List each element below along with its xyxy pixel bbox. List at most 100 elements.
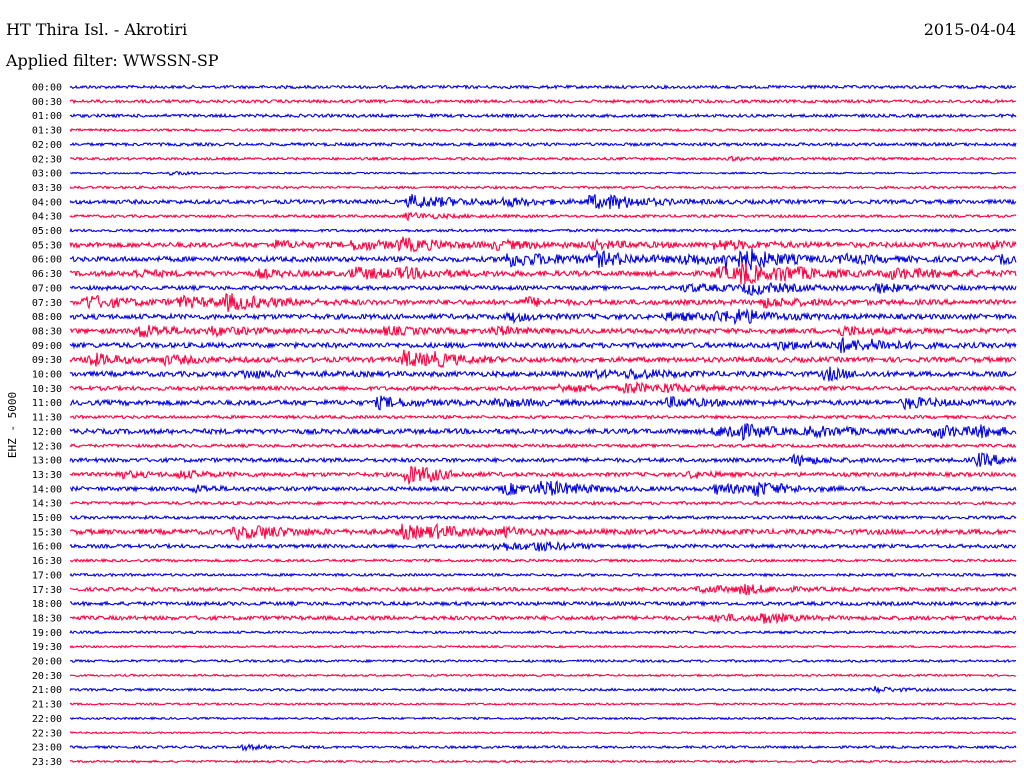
time-label: 11:30 [32,413,62,424]
channel-label: EHZ - 5000 [6,392,19,458]
time-label: 10:30 [32,384,62,395]
time-label: 12:30 [32,441,62,452]
time-label: 03:30 [32,183,62,194]
filter-label: Applied filter: WWSSN-SP [6,51,219,70]
record-date: 2015-04-04 [923,20,1016,39]
time-label: 12:00 [32,427,62,438]
trace-row [69,141,1017,148]
trace-row [69,500,1017,507]
time-label: 09:30 [32,355,62,366]
time-label: 13:30 [32,470,62,481]
trace-row [69,644,1017,649]
time-label: 18:30 [32,613,62,624]
trace-row [69,349,1017,369]
time-label: 07:00 [32,283,62,294]
time-label: 07:30 [32,298,62,309]
time-label: 04:30 [32,212,62,223]
trace-row [69,743,1017,752]
trace-row [69,366,1017,382]
trace-row [69,395,1017,411]
trace-row [69,685,1017,695]
time-label: 10:00 [32,370,62,381]
trace-row [69,170,1017,176]
time-label: 08:00 [32,312,62,323]
time-label: 00:00 [32,83,62,94]
time-label: 23:30 [32,757,62,768]
time-label: 21:30 [32,700,62,711]
trace-row [69,281,1017,296]
trace-row [69,308,1017,326]
time-tick-labels: 00:00 00:30 01:00 01:30 02:00 02:30 03:00 03:30… [32,83,62,768]
time-label: 13:00 [32,456,62,467]
trace-row [69,236,1017,253]
trace-row [69,112,1017,119]
trace-row [69,413,1017,421]
trace-row [69,465,1017,485]
time-label: 00:30 [32,97,62,108]
time-label: 14:30 [32,499,62,510]
trace-row [69,673,1017,678]
time-label: 09:00 [32,341,62,352]
trace-row [69,629,1017,635]
time-label: 01:30 [32,126,62,137]
time-label: 20:30 [32,671,62,682]
time-label: 05:00 [32,226,62,237]
trace-row [69,540,1017,552]
trace-row [69,380,1017,394]
time-label: 15:30 [32,527,62,538]
trace-row [69,422,1017,442]
trace-row [69,557,1017,564]
time-label: 04:00 [32,197,62,208]
trace-row [69,731,1017,735]
time-label: 19:30 [32,642,62,653]
time-label: 18:00 [32,599,62,610]
trace-row [69,572,1017,578]
time-label: 14:00 [32,484,62,495]
time-label: 15:00 [32,513,62,524]
time-label: 23:00 [32,743,62,754]
trace-row [69,600,1017,608]
trace-row [69,337,1017,354]
time-label: 22:00 [32,714,62,725]
trace-row [69,248,1017,271]
trace-row [69,83,1017,90]
trace-row [69,716,1017,721]
time-label: 19:00 [32,628,62,639]
time-label: 01:00 [32,111,62,122]
trace-row [69,522,1017,542]
trace-row [69,263,1017,285]
trace-row [69,193,1017,210]
trace-row [69,442,1016,449]
trace-row [69,155,1017,163]
trace-rows [69,83,1017,764]
trace-row [69,658,1017,664]
time-label: 20:00 [32,657,62,668]
trace-row [69,452,1017,468]
trace-row [69,98,1017,105]
trace-row [69,227,1017,234]
trace-row [69,184,1017,190]
time-label: 16:30 [32,556,62,567]
time-label: 02:30 [32,154,62,165]
time-label: 05:30 [32,240,62,251]
time-label: 06:00 [32,255,62,266]
trace-row [69,480,1017,497]
time-label: 02:00 [32,140,62,151]
time-label: 22:30 [32,728,62,739]
trace-row [69,583,1017,596]
trace-row [69,324,1017,338]
trace-row [69,612,1017,625]
time-label: 17:30 [32,585,62,596]
trace-row [69,127,1017,133]
time-label: 03:00 [32,169,62,180]
time-label: 16:00 [32,542,62,553]
time-label: 08:30 [32,326,62,337]
trace-row [69,514,1017,521]
time-label: 17:00 [32,570,62,581]
time-label: 06:30 [32,269,62,280]
trace-row [69,759,1017,764]
time-label: 21:00 [32,685,62,696]
trace-row [69,211,1017,222]
time-label: 11:00 [32,398,62,409]
